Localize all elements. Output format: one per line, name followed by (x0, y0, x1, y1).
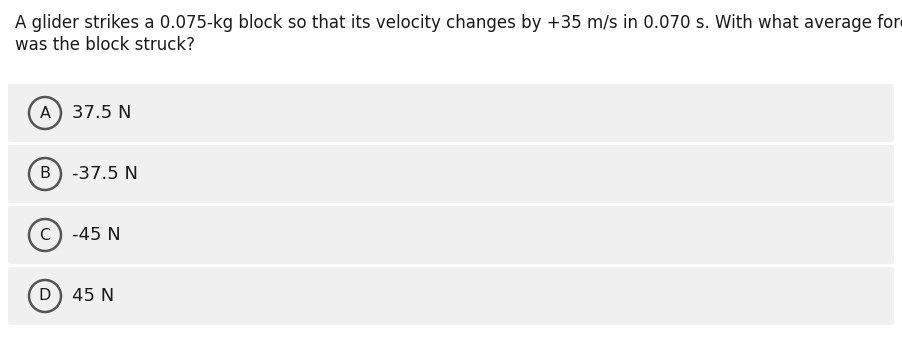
Ellipse shape (29, 158, 61, 190)
Text: was the block struck?: was the block struck? (15, 36, 195, 54)
Text: 45 N: 45 N (72, 287, 115, 305)
Text: -45 N: -45 N (72, 226, 121, 244)
Text: A: A (40, 105, 51, 121)
FancyBboxPatch shape (8, 206, 894, 264)
Text: A glider strikes a 0.075-kg block so that its velocity changes by +35 m/s in 0.0: A glider strikes a 0.075-kg block so tha… (15, 14, 902, 32)
Text: 37.5 N: 37.5 N (72, 104, 132, 122)
Ellipse shape (29, 280, 61, 312)
FancyBboxPatch shape (8, 145, 894, 203)
Text: B: B (40, 166, 51, 182)
FancyBboxPatch shape (8, 84, 894, 142)
Text: C: C (40, 227, 51, 243)
Text: D: D (39, 288, 51, 304)
Ellipse shape (29, 219, 61, 251)
Ellipse shape (29, 97, 61, 129)
Text: -37.5 N: -37.5 N (72, 165, 138, 183)
FancyBboxPatch shape (8, 267, 894, 325)
